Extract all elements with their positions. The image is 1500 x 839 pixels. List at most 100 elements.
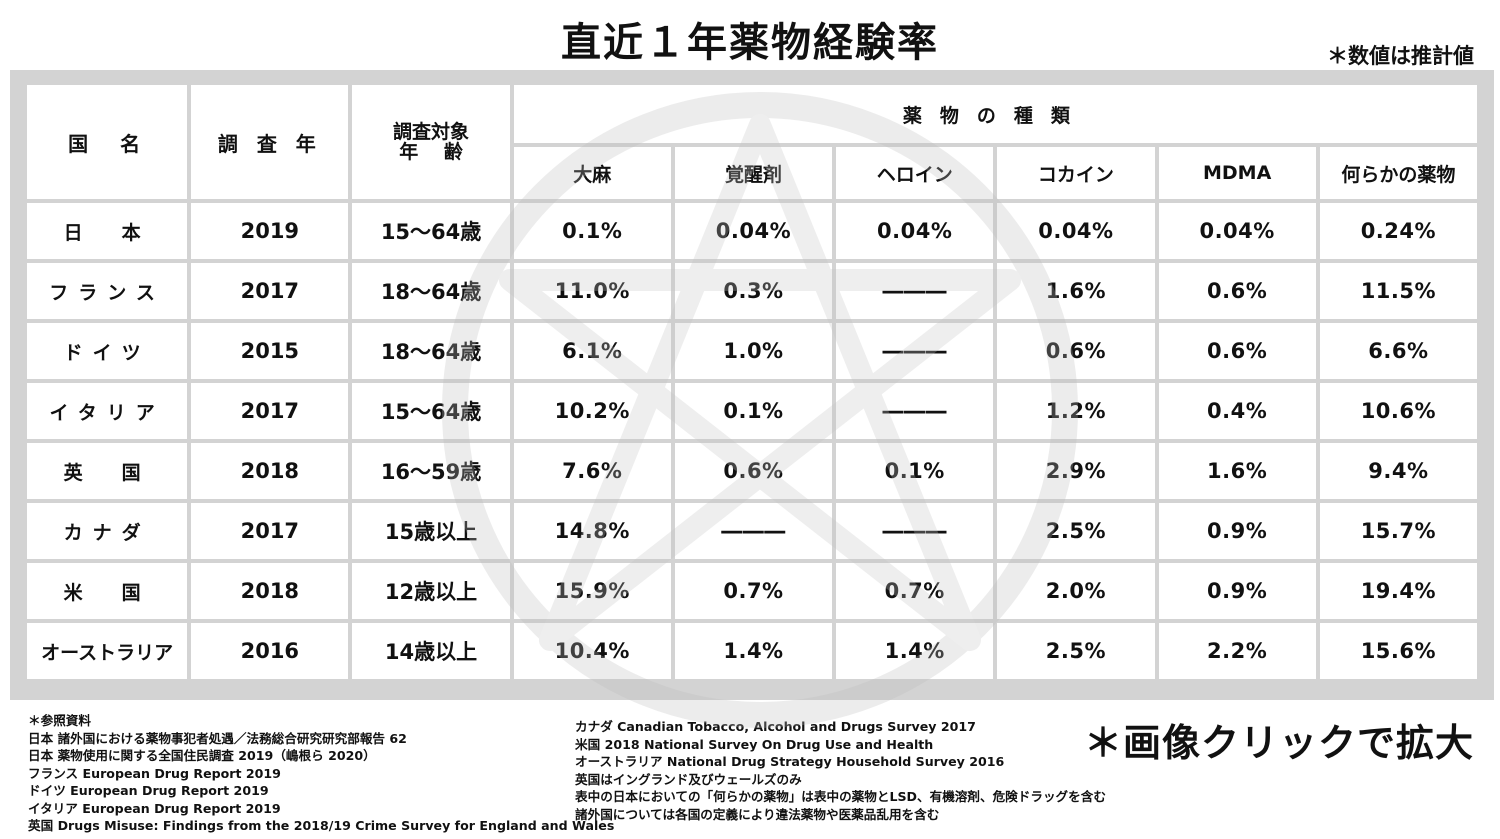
references-left: ＊参照資料日本 諸外国における薬物事犯者処遇／法務総合研究研究部報告 62 日本 … xyxy=(28,712,614,835)
reference-line: 米国 2018 National Survey On Drug Use and … xyxy=(575,736,934,752)
value-cell: ――― xyxy=(836,503,994,559)
header-drug-3: コカイン xyxy=(997,147,1155,199)
header-drug-1: 覚醒剤 xyxy=(674,147,833,199)
value-cell: 2.9% xyxy=(997,443,1155,499)
value-cell: 0.04% xyxy=(997,203,1155,259)
header-drug-kinds: 薬物の種類 xyxy=(513,85,1477,143)
year-cell: 2018 xyxy=(191,443,349,499)
table-frame: 国 名 調 査 年 調査対象 年 齢 薬物の種類 大麻 覚醒剤 ヘロイン コカイン MD… xyxy=(10,70,1494,700)
value-cell: 0.1% xyxy=(674,383,833,439)
year-cell: 2017 xyxy=(191,503,349,559)
table-row: 日 本 2019 15～64歳 0.1% 0.04% 0.04% 0.04% 0.04% 0.2… xyxy=(27,203,1477,259)
table-row: ドイツ 2015 18～64歳 6.1% 1.0% ――― 0.6% 0.6% 6.6% xyxy=(27,323,1477,379)
value-cell: ――― xyxy=(836,323,994,379)
age-cell: 14歳以上 xyxy=(352,623,510,679)
value-cell: 0.9% xyxy=(1158,503,1316,559)
value-cell: 0.04% xyxy=(836,203,994,259)
value-cell: 0.04% xyxy=(674,203,833,259)
reference-line: ドイツ European Drug Report 2019 xyxy=(28,783,269,798)
value-cell: 0.6% xyxy=(1158,323,1316,379)
header-drug-4: MDMA xyxy=(1158,147,1316,199)
value-cell: 0.9% xyxy=(1158,563,1316,619)
table-row: オーストラリア 2016 14歳以上 10.4% 1.4% 1.4% 2.5% 2.2% 15.… xyxy=(27,623,1477,679)
year-cell: 2016 xyxy=(191,623,349,679)
age-cell: 15～64歳 xyxy=(352,383,510,439)
value-cell: 15.7% xyxy=(1319,503,1477,559)
drug-experience-table: 国 名 調 査 年 調査対象 年 齢 薬物の種類 大麻 覚醒剤 ヘロイン コカイン MD… xyxy=(23,81,1481,683)
table-row: 米 国 2018 12歳以上 15.9% 0.7% 0.7% 2.0% 0.9% 19.4% xyxy=(27,563,1477,619)
value-cell: 10.6% xyxy=(1319,383,1477,439)
value-cell: 0.6% xyxy=(1158,263,1316,319)
value-cell: 2.2% xyxy=(1158,623,1316,679)
value-cell: 0.3% xyxy=(674,263,833,319)
value-cell: 11.5% xyxy=(1319,263,1477,319)
header-drug-2: ヘロイン xyxy=(836,147,994,199)
value-cell: 0.24% xyxy=(1319,203,1477,259)
value-cell: ――― xyxy=(674,503,833,559)
year-cell: 2015 xyxy=(191,323,349,379)
value-cell: ――― xyxy=(836,263,994,319)
header-country: 国 名 xyxy=(27,85,188,199)
value-cell: 1.6% xyxy=(1158,443,1316,499)
page-title: 直近１年薬物経験率 xyxy=(561,20,939,66)
reference-line: 諸外国については各国の定義により違法薬物や医薬品乱用を含む xyxy=(575,806,940,822)
value-cell: 1.4% xyxy=(674,623,833,679)
references-right: カナダ Canadian Tobacco, Alcohol and Drugs … xyxy=(575,718,1106,823)
value-cell: 0.1% xyxy=(836,443,994,499)
age-cell: 15～64歳 xyxy=(352,203,510,259)
age-cell: 12歳以上 xyxy=(352,563,510,619)
value-cell: 14.8% xyxy=(513,503,671,559)
age-cell: 16～59歳 xyxy=(352,443,510,499)
country-cell: 英 国 xyxy=(27,443,188,499)
value-cell: 19.4% xyxy=(1319,563,1477,619)
country-cell: 日 本 xyxy=(27,203,188,259)
reference-line: 英国 Drugs Misuse: Findings from the 2018/… xyxy=(28,818,615,833)
value-cell: 1.2% xyxy=(997,383,1155,439)
header-drug-0: 大麻 xyxy=(513,147,671,199)
table-row: カナダ 2017 15歳以上 14.8% ――― ――― 2.5% 0.9% 15.7% xyxy=(27,503,1477,559)
table-row: フランス 2017 18～64歳 11.0% 0.3% ――― 1.6% 0.6% 11.5% xyxy=(27,263,1477,319)
table-row: 英 国 2018 16～59歳 7.6% 0.6% 0.1% 2.9% 1.6% 9.4% xyxy=(27,443,1477,499)
value-cell: 9.4% xyxy=(1319,443,1477,499)
country-cell: カナダ xyxy=(27,503,188,559)
reference-line: フランス European Drug Report 2019 xyxy=(28,765,281,781)
header-age-line1: 調査対象 xyxy=(393,121,470,143)
reference-line: ＊参照資料 xyxy=(28,713,91,728)
value-cell: 0.7% xyxy=(674,563,833,619)
value-cell: 10.2% xyxy=(513,383,671,439)
age-cell: 18～64歳 xyxy=(352,323,510,379)
age-cell: 18～64歳 xyxy=(352,263,510,319)
age-cell: 15歳以上 xyxy=(352,503,510,559)
reference-line: イタリア European Drug Report 2019 xyxy=(28,800,281,816)
value-cell: ――― xyxy=(836,383,994,439)
year-cell: 2018 xyxy=(191,563,349,619)
value-cell: 0.4% xyxy=(1158,383,1316,439)
value-cell: 2.0% xyxy=(997,563,1155,619)
value-cell: 2.5% xyxy=(997,623,1155,679)
value-cell: 0.1% xyxy=(513,203,671,259)
year-cell: 2017 xyxy=(191,263,349,319)
country-cell: フランス xyxy=(27,263,188,319)
estimate-note: ＊数値は推計値 xyxy=(1327,44,1474,68)
header-age-line2: 年 齢 xyxy=(399,141,463,163)
reference-line: オーストラリア National Drug Strategy Household… xyxy=(575,754,1005,769)
reference-line: 日本 薬物使用に関する全国住民調査 2019（嶋根ら 2020） xyxy=(28,748,376,763)
country-cell: イタリア xyxy=(27,383,188,439)
header-year: 調 査 年 xyxy=(191,85,349,199)
country-cell: ドイツ xyxy=(27,323,188,379)
reference-line: カナダ Canadian Tobacco, Alcohol and Drugs … xyxy=(575,719,976,734)
value-cell: 0.6% xyxy=(674,443,833,499)
value-cell: 1.6% xyxy=(997,263,1155,319)
value-cell: 15.6% xyxy=(1319,623,1477,679)
reference-line: 日本 諸外国における薬物事犯者処遇／法務総合研究研究部報告 62 xyxy=(28,730,407,746)
value-cell: 7.6% xyxy=(513,443,671,499)
reference-line: 英国はイングランド及びウェールズのみ xyxy=(575,771,802,787)
value-cell: 2.5% xyxy=(997,503,1155,559)
enlarge-hint: ＊画像クリックで拡大 xyxy=(1083,721,1474,765)
value-cell: 0.7% xyxy=(836,563,994,619)
value-cell: 6.1% xyxy=(513,323,671,379)
header-drug-5: 何らかの薬物 xyxy=(1319,147,1477,199)
value-cell: 11.0% xyxy=(513,263,671,319)
country-cell: オーストラリア xyxy=(27,623,188,679)
header-age: 調査対象 年 齢 xyxy=(352,85,510,199)
